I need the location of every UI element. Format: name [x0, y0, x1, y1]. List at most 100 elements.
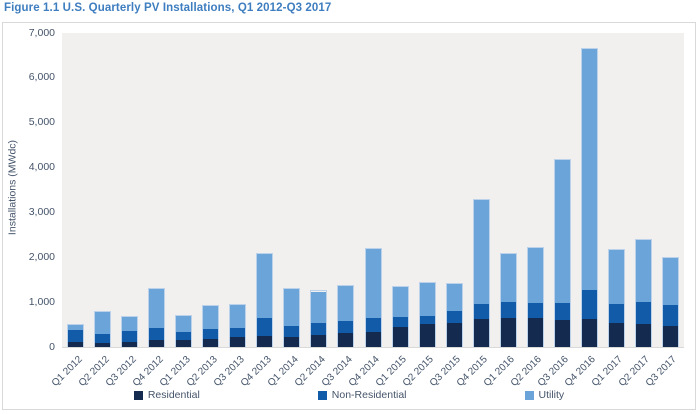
y-tick-label: 4,000 — [28, 161, 55, 174]
bar-segment-non-residential — [257, 318, 273, 337]
bar-column — [391, 286, 409, 347]
bar-segment-utility — [149, 289, 165, 328]
bar-segment-residential — [635, 323, 651, 347]
bar-segment-utility — [473, 199, 489, 305]
bar-column — [634, 238, 652, 347]
plot-area — [62, 33, 684, 348]
bar-segment-utility — [554, 159, 570, 304]
bar-segment-utility — [230, 305, 246, 328]
bar-column — [607, 248, 625, 347]
bar-segment-utility — [95, 311, 111, 334]
bar-segment-non-residential — [176, 332, 192, 340]
bar-column — [283, 287, 301, 347]
bar-segment-utility — [122, 317, 138, 332]
bar-segment-residential — [446, 323, 462, 347]
y-tick-label: 5,000 — [28, 116, 55, 129]
bar-segment-non-residential — [284, 326, 300, 337]
bar-segment-utility — [311, 291, 327, 323]
bar-segment-non-residential — [230, 327, 246, 338]
bar-column — [499, 252, 517, 347]
legend-label-non-residential: Non-Residential — [331, 389, 407, 401]
bar-segment-non-residential — [68, 329, 84, 343]
bar-column — [256, 252, 274, 347]
bar-segment-non-residential — [203, 329, 219, 339]
bar-column — [229, 304, 247, 347]
bar-segment-residential — [392, 327, 408, 347]
legend: Residential Non-Residential Utility — [3, 389, 695, 401]
y-tick-label: 7,000 — [28, 26, 55, 39]
bar-segment-non-residential — [635, 301, 651, 324]
bar-column — [148, 288, 166, 347]
bar-segment-residential — [365, 331, 381, 347]
bar-segment-non-residential — [662, 305, 678, 327]
legend-item-utility: Utility — [524, 389, 565, 401]
legend-swatch-residential — [133, 390, 143, 400]
bar-segment-non-residential — [527, 303, 543, 318]
bar-column — [364, 248, 382, 347]
legend-item-non-residential: Non-Residential — [317, 389, 407, 401]
bar-segment-non-residential — [122, 331, 138, 343]
bar-segment-non-residential — [581, 290, 597, 319]
bar-segment-residential — [419, 324, 435, 347]
bar-column — [121, 316, 139, 347]
bar-segment-utility — [608, 249, 624, 305]
bar-segment-residential — [473, 319, 489, 347]
bar-segment-non-residential — [365, 317, 381, 332]
bar-segment-residential — [122, 342, 138, 347]
bar-segment-utility — [392, 287, 408, 318]
bar-segment-utility — [284, 288, 300, 327]
y-axis-title: Installations (MWdc) — [6, 139, 19, 236]
bar-segment-non-residential — [392, 317, 408, 328]
legend-label-residential: Residential — [147, 389, 200, 401]
bar-segment-utility — [257, 253, 273, 319]
bar-column — [310, 290, 328, 347]
y-tick-label: 6,000 — [28, 71, 55, 84]
bar-segment-residential — [149, 339, 165, 347]
bar-column — [472, 198, 490, 347]
bar-column — [337, 284, 355, 347]
figure-title: Figure 1.1 U.S. Quarterly PV Installatio… — [4, 2, 332, 14]
y-tick-label: 1,000 — [28, 295, 55, 308]
legend-swatch-non-residential — [317, 390, 327, 400]
bar-segment-utility — [635, 239, 651, 302]
legend-swatch-utility — [524, 390, 534, 400]
bar-segment-residential — [230, 337, 246, 347]
bar-segment-residential — [338, 332, 354, 347]
bar-segment-utility — [500, 253, 516, 303]
bar-segment-utility — [176, 315, 192, 333]
legend-label-utility: Utility — [538, 389, 565, 401]
bar-segment-residential — [581, 318, 597, 347]
bar-column — [202, 304, 220, 347]
bar-segment-utility — [527, 248, 543, 304]
bar-segment-residential — [662, 326, 678, 347]
bar-segment-residential — [500, 317, 516, 347]
bar-column — [553, 158, 571, 347]
bar-segment-utility — [338, 285, 354, 322]
bar-segment-non-residential — [419, 315, 435, 325]
bar-segment-residential — [176, 339, 192, 347]
bar-segment-residential — [527, 317, 543, 347]
legend-item-residential: Residential — [133, 389, 200, 401]
bar-segment-non-residential — [608, 304, 624, 323]
bar-column — [526, 247, 544, 347]
bar-segment-residential — [284, 336, 300, 347]
bar-segment-non-residential — [473, 304, 489, 320]
bar-segment-utility — [68, 324, 84, 330]
bar-segment-residential — [203, 338, 219, 347]
bar-segment-non-residential — [95, 333, 111, 343]
bar-segment-utility — [419, 283, 435, 316]
bar-segment-residential — [95, 342, 111, 347]
chart-container: Installations (MWdc) 0 1,000 2,000 3,000 4,0… — [2, 22, 696, 410]
bar-segment-residential — [68, 342, 84, 347]
bar-column — [175, 314, 193, 347]
y-tick-label: 0 — [49, 340, 55, 353]
bar-segment-utility — [446, 283, 462, 311]
bar-segment-utility — [581, 49, 597, 291]
bar-segment-utility — [365, 249, 381, 318]
bar-segment-non-residential — [338, 321, 354, 333]
bar-segment-residential — [608, 322, 624, 347]
bar-segment-utility — [662, 257, 678, 306]
y-tick-label: 3,000 — [28, 205, 55, 218]
bar-segment-non-residential — [311, 323, 327, 336]
bar-column — [94, 310, 112, 347]
